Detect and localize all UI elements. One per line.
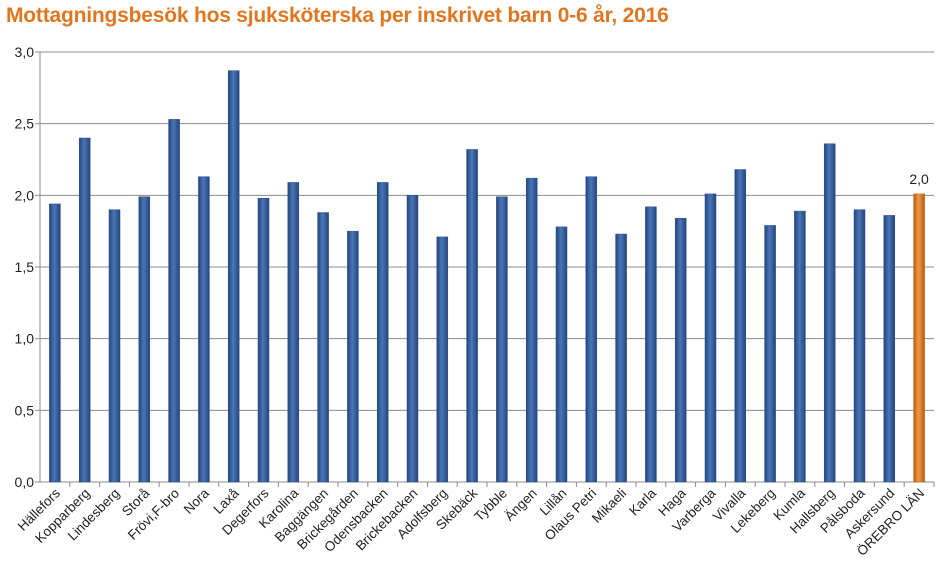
y-tick-label: 3,0 bbox=[15, 44, 35, 60]
bar-18 bbox=[555, 226, 568, 483]
y-tick-label: 1,0 bbox=[15, 331, 35, 347]
bar-27 bbox=[823, 143, 836, 483]
bar-26 bbox=[794, 210, 806, 483]
y-tick-label: 2,0 bbox=[15, 187, 35, 203]
bar-19 bbox=[585, 176, 598, 483]
bar-28 bbox=[853, 209, 866, 483]
bar-24 bbox=[734, 169, 747, 483]
bar-10 bbox=[317, 212, 329, 483]
y-tick-label: 0,5 bbox=[15, 402, 35, 418]
category-label: Karla bbox=[626, 485, 659, 518]
y-tick-label: 0,0 bbox=[15, 474, 35, 490]
category-label: Mikaeli bbox=[589, 486, 629, 526]
bar-23 bbox=[704, 193, 717, 483]
bar-11 bbox=[347, 230, 359, 483]
y-tick-label: 1,5 bbox=[15, 259, 35, 275]
bar-16 bbox=[496, 196, 508, 483]
y-tick-label: 2,5 bbox=[15, 116, 35, 132]
data-label: 2,0 bbox=[909, 171, 929, 187]
bar-17 bbox=[525, 177, 538, 483]
bar-8 bbox=[257, 197, 270, 483]
bar-7 bbox=[227, 70, 240, 483]
bar-20 bbox=[615, 233, 627, 483]
bar-15 bbox=[466, 149, 478, 483]
bar-9 bbox=[287, 182, 300, 483]
bar-3 bbox=[108, 209, 121, 483]
bar-25 bbox=[764, 225, 776, 483]
bar-5 bbox=[168, 119, 180, 483]
category-label: Nora bbox=[181, 485, 213, 517]
bar-4 bbox=[138, 196, 151, 483]
bar-14 bbox=[436, 236, 449, 483]
bar-2 bbox=[78, 137, 91, 483]
bar-30 bbox=[913, 193, 925, 483]
bar-13 bbox=[406, 195, 419, 483]
bar-29 bbox=[883, 215, 896, 483]
category-label: Ängen bbox=[502, 486, 540, 524]
bar-12 bbox=[376, 182, 389, 483]
bar-6 bbox=[198, 176, 210, 483]
chart-title: Mottagningsbesök hos sjuksköterska per i… bbox=[6, 4, 669, 27]
bar-21 bbox=[645, 206, 657, 483]
category-label: Tybble bbox=[471, 486, 510, 525]
bar-22 bbox=[674, 218, 687, 483]
bar-1 bbox=[49, 203, 61, 483]
